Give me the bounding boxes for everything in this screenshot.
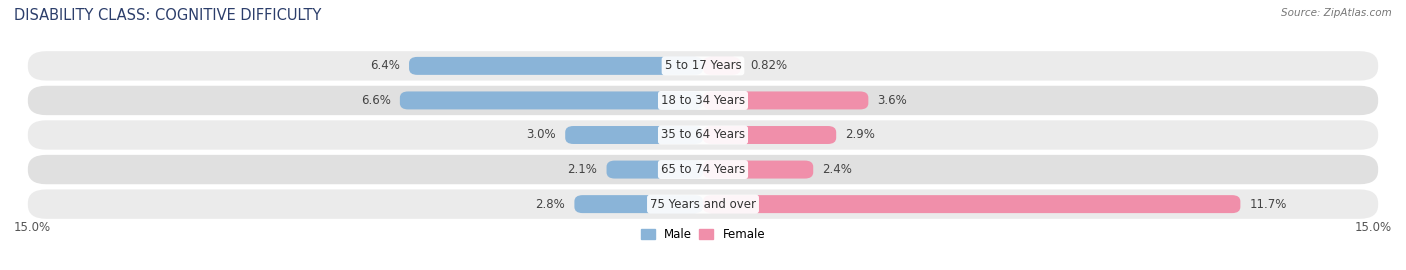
Text: 6.6%: 6.6% [361,94,391,107]
Text: 15.0%: 15.0% [1355,221,1392,234]
Text: Source: ZipAtlas.com: Source: ZipAtlas.com [1281,8,1392,18]
Text: 75 Years and over: 75 Years and over [650,198,756,211]
Text: 2.9%: 2.9% [845,129,876,141]
Text: 6.4%: 6.4% [370,59,399,72]
Text: 5 to 17 Years: 5 to 17 Years [665,59,741,72]
Text: 2.8%: 2.8% [536,198,565,211]
Text: 0.82%: 0.82% [749,59,787,72]
FancyBboxPatch shape [703,92,869,109]
Text: 11.7%: 11.7% [1250,198,1286,211]
Text: 65 to 74 Years: 65 to 74 Years [661,163,745,176]
FancyBboxPatch shape [565,126,703,144]
FancyBboxPatch shape [28,51,1378,80]
FancyBboxPatch shape [409,57,703,75]
FancyBboxPatch shape [703,57,741,75]
FancyBboxPatch shape [703,126,837,144]
FancyBboxPatch shape [28,120,1378,150]
FancyBboxPatch shape [399,92,703,109]
Text: 2.1%: 2.1% [568,163,598,176]
FancyBboxPatch shape [28,86,1378,115]
Text: 3.6%: 3.6% [877,94,907,107]
Text: DISABILITY CLASS: COGNITIVE DIFFICULTY: DISABILITY CLASS: COGNITIVE DIFFICULTY [14,8,322,23]
FancyBboxPatch shape [703,161,813,178]
FancyBboxPatch shape [28,190,1378,219]
Text: 2.4%: 2.4% [823,163,852,176]
FancyBboxPatch shape [28,155,1378,184]
Text: 35 to 64 Years: 35 to 64 Years [661,129,745,141]
FancyBboxPatch shape [575,195,703,213]
Text: 15.0%: 15.0% [14,221,51,234]
FancyBboxPatch shape [606,161,703,178]
Text: 3.0%: 3.0% [526,129,555,141]
Legend: Male, Female: Male, Female [641,228,765,241]
Text: 18 to 34 Years: 18 to 34 Years [661,94,745,107]
FancyBboxPatch shape [703,195,1240,213]
